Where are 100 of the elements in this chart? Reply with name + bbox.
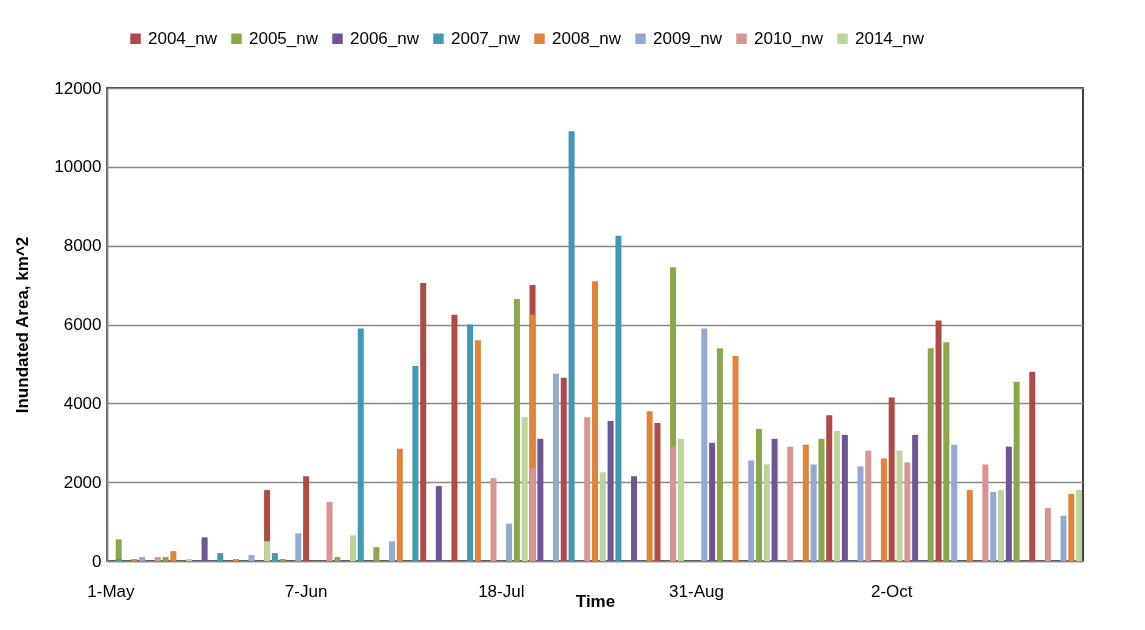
bar: [490, 478, 497, 561]
bar: [435, 486, 442, 561]
bar: [513, 298, 520, 561]
bar: [1029, 371, 1036, 561]
bar: [748, 460, 755, 561]
bar: [607, 421, 614, 561]
bar: [763, 464, 770, 561]
bar: [896, 450, 903, 561]
bar: [1013, 381, 1020, 561]
bar: [560, 377, 567, 561]
bar: [732, 356, 739, 561]
bar: [1076, 490, 1083, 561]
bar: [139, 557, 146, 561]
bar: [1005, 446, 1012, 561]
bar: [412, 365, 419, 561]
bar: [755, 428, 762, 561]
bar: [787, 446, 794, 561]
bar: [1068, 493, 1075, 561]
bar: [248, 555, 255, 561]
x-tick-label: 31-Aug: [669, 581, 724, 601]
legend-label: 2004_nw: [148, 28, 218, 48]
bar: [170, 551, 177, 561]
x-tick-label: 18-Jul: [478, 581, 525, 601]
bar: [373, 547, 380, 561]
bar: [521, 417, 528, 561]
bar: [802, 444, 809, 561]
bar: [904, 462, 911, 561]
legend-label: 2009_nw: [653, 28, 723, 48]
y-tick-label: 0: [92, 551, 102, 571]
bar: [599, 472, 606, 561]
y-tick-label: 10000: [54, 157, 102, 177]
bar: [201, 537, 208, 561]
bar: [388, 541, 395, 561]
legend-label: 2007_nw: [451, 28, 521, 48]
x-tick-label: 7-Jun: [284, 581, 328, 601]
bar: [716, 348, 723, 561]
bar: [568, 131, 575, 561]
y-tick-label: 2000: [63, 472, 102, 492]
x-tick-label: 2-Oct: [870, 581, 913, 601]
bar: [154, 557, 161, 561]
bar: [584, 417, 591, 561]
bar: [834, 430, 841, 561]
bar: [990, 492, 997, 561]
bar: [552, 373, 559, 561]
bar: [865, 450, 872, 561]
bar: [927, 348, 934, 561]
bar: [357, 328, 364, 561]
legend-label: 2008_nw: [552, 28, 622, 48]
bar: [537, 438, 544, 561]
bar: [701, 328, 708, 561]
bar: [888, 397, 895, 561]
x-axis-title: Time: [575, 591, 616, 611]
bar: [935, 320, 942, 561]
bar: [1060, 515, 1067, 561]
bar: [451, 314, 458, 561]
bar: [912, 434, 919, 561]
legend-label: 2014_nw: [855, 28, 925, 48]
bar: [217, 553, 224, 561]
bar: [420, 283, 427, 561]
bar: [264, 541, 271, 561]
bar: [615, 235, 622, 561]
bar: [951, 444, 958, 561]
bar: [349, 535, 356, 561]
y-tick-label: 8000: [63, 236, 102, 256]
y-axis-title: Inundated Area, km^2: [13, 236, 33, 414]
bar: [1044, 507, 1051, 561]
bar: [966, 490, 973, 561]
legend-label: 2010_nw: [754, 28, 824, 48]
bar: [162, 557, 169, 561]
legend-label: 2006_nw: [350, 28, 420, 48]
bar: [841, 434, 848, 561]
bar: [303, 476, 310, 561]
bar: [943, 342, 950, 561]
bar: [982, 464, 989, 561]
bar: [709, 442, 716, 561]
bar: [826, 415, 833, 561]
bar: [271, 553, 278, 561]
bar: [592, 281, 598, 561]
bar: [506, 523, 513, 561]
bar: [677, 438, 684, 561]
bar: [654, 423, 661, 561]
bar: [467, 324, 474, 561]
bar: [810, 464, 817, 561]
bar: [771, 438, 778, 561]
y-tick-label: 4000: [63, 393, 102, 413]
bar: [646, 411, 653, 561]
bar: [396, 448, 403, 561]
bar: [295, 533, 302, 561]
y-tick-label: 12000: [54, 78, 102, 98]
bar: [334, 557, 341, 561]
bar: [631, 476, 638, 561]
bar: [474, 340, 481, 561]
bar: [326, 501, 333, 561]
legend-label: 2005_nw: [249, 28, 319, 48]
bar: [880, 458, 887, 561]
bar: [115, 539, 122, 561]
y-tick-label: 6000: [63, 315, 102, 334]
bar: [998, 490, 1005, 561]
bar: [857, 466, 864, 561]
x-tick-label: 1-May: [87, 581, 136, 601]
